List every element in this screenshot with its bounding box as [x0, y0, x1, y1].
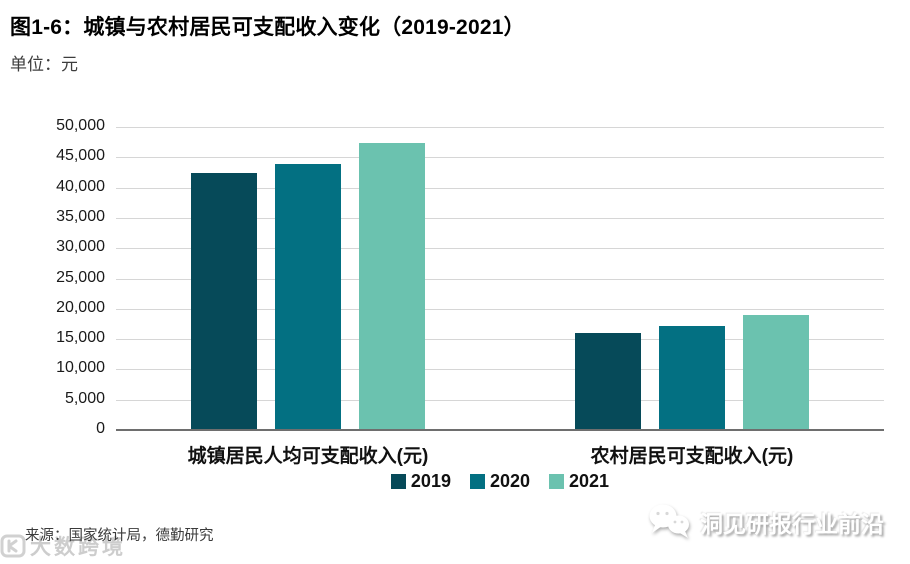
bar-2019-category-2 [575, 332, 641, 430]
brand-text: 洞见研报行业前沿 [700, 511, 884, 537]
gridline [116, 399, 884, 401]
x-category-label: 城镇居民人均可支配收入(元) [187, 446, 429, 467]
y-tick-label: 0 [96, 420, 105, 437]
y-tick-label: 5,000 [64, 389, 105, 407]
gridline [116, 308, 884, 310]
gridline [116, 127, 884, 128]
gridline [116, 157, 884, 159]
watermark-left: 大数跨境 [0, 531, 126, 561]
y-tick-label: 15,000 [56, 329, 105, 347]
brand-badge: 洞见研报行业前沿 [647, 503, 884, 541]
legend-swatch-2020 [469, 474, 485, 489]
legend-label-2021: 2021 [569, 471, 610, 491]
gridline [116, 217, 884, 219]
legend-label-2019: 2019 [410, 471, 451, 491]
bar-2020-category-1 [275, 164, 341, 430]
bar-2021-category-1 [359, 142, 425, 430]
y-tick-label: 35,000 [56, 207, 105, 225]
watermark-logo-icon [0, 534, 26, 558]
y-tick-label: 45,000 [56, 147, 105, 165]
chart-legend: 2019 2020 2021 [116, 471, 884, 492]
watermark-left-text: 大数跨境 [30, 536, 126, 559]
bar-2020-category-2 [659, 326, 725, 430]
legend-swatch-2021 [549, 474, 565, 489]
bar-2019-category-1 [191, 173, 257, 430]
x-axis-line [116, 429, 884, 431]
y-tick-label: 40,000 [56, 177, 105, 195]
legend-label-2020: 2020 [489, 471, 531, 491]
legend-swatch-2019 [390, 474, 406, 489]
y-tick-label: 30,000 [56, 238, 105, 256]
gridline [116, 369, 884, 371]
wechat-icon [649, 504, 689, 538]
gridline [116, 248, 884, 250]
legend-item-2020: 2020 [469, 471, 531, 492]
legend-item-2019: 2019 [390, 471, 451, 492]
x-category-label: 农村居民可支配收入(元) [590, 446, 794, 467]
gridline [116, 187, 884, 189]
y-tick-label: 10,000 [56, 359, 105, 377]
y-tick-label: 20,000 [56, 298, 105, 316]
gridline [116, 278, 884, 280]
bar-2021-category-2 [743, 315, 809, 430]
gridline [116, 339, 884, 341]
legend-item-2021: 2021 [549, 471, 609, 492]
y-tick-label: 25,000 [56, 268, 105, 286]
source-note: 来源：国家统计局，德勤研究 [25, 528, 214, 544]
figure-title: 图1-6：城镇与农村居民可支配收入变化（2019-2021） [10, 16, 525, 39]
unit-label: 单位：元 [10, 55, 78, 74]
y-tick-label: 50,000 [56, 117, 105, 134]
